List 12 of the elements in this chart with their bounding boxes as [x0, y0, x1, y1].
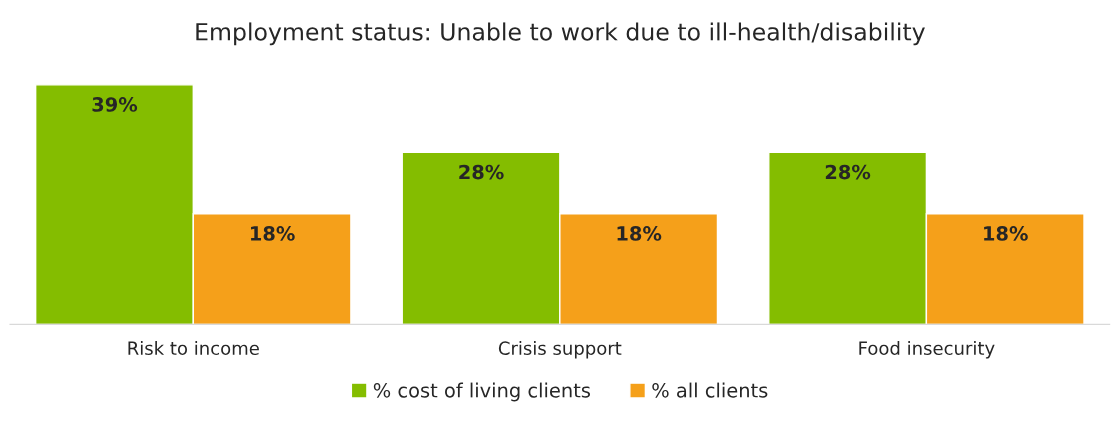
data-label: 18%: [251, 226, 295, 241]
data-label: 18%: [984, 226, 1028, 241]
data-label: 28%: [459, 164, 504, 180]
chart-title: Employment status: Unable to work due to ill-health/disability: [196, 22, 925, 46]
data-label: 28%: [825, 164, 871, 180]
legend-label: % cost of living clients: [373, 382, 590, 402]
data-label: 39%: [92, 97, 138, 112]
x-tick-label: Crisis support: [498, 341, 622, 359]
legend-label: % all clients: [652, 382, 768, 398]
data-label: 18%: [617, 226, 662, 241]
x-tick-label: Food insecurity: [859, 341, 995, 359]
x-tick-label: Risk to income: [128, 341, 259, 355]
